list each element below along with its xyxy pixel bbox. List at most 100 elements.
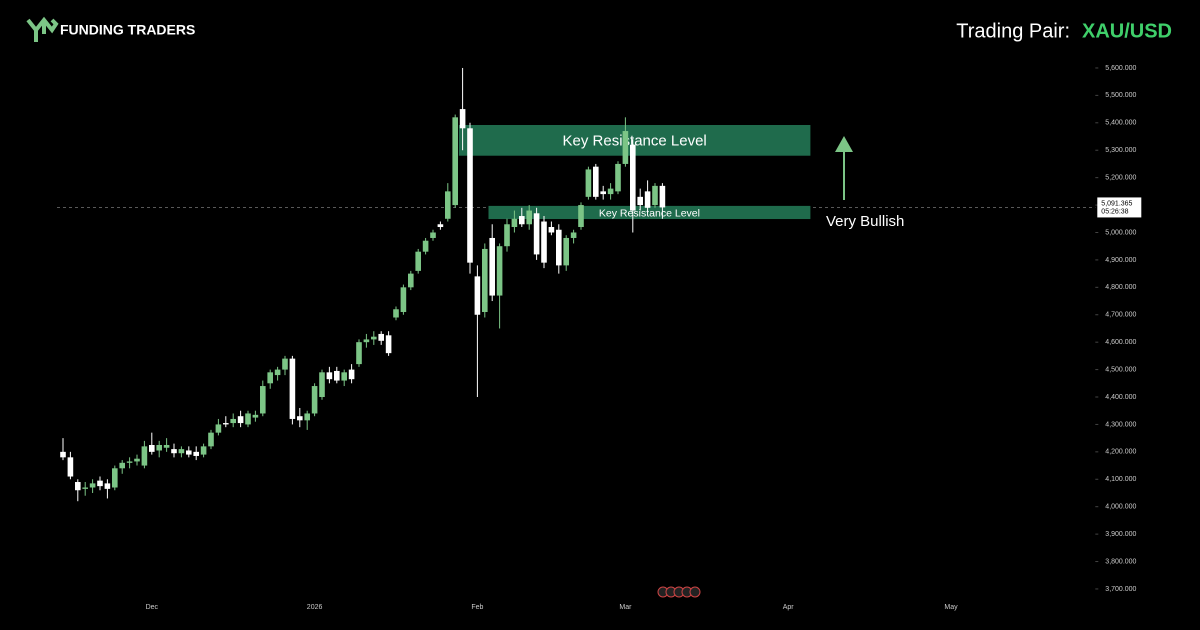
y-tick-label: 4,000.000 <box>1105 504 1136 511</box>
bullish-arrow <box>835 136 853 200</box>
zone-label: Key Resistance Level <box>563 132 707 149</box>
y-tick-label: 4,300.000 <box>1105 421 1136 428</box>
candle-body <box>519 216 525 225</box>
candle-body <box>585 169 592 197</box>
candle-body <box>171 449 177 454</box>
candle-body <box>245 413 251 425</box>
candle-body <box>186 450 192 455</box>
candle-body <box>134 458 140 462</box>
y-tick-label: 4,600.000 <box>1105 339 1136 346</box>
y-tick-label: 4,200.000 <box>1105 449 1136 456</box>
candle-body <box>200 446 207 455</box>
candle-body <box>104 483 111 489</box>
candle-body <box>637 196 643 206</box>
candle-body <box>274 369 281 376</box>
candle-body <box>119 462 125 469</box>
candle-body <box>630 144 636 211</box>
y-tick-label: 5,300.000 <box>1105 147 1136 154</box>
candle-body <box>304 413 310 421</box>
candle-body <box>260 386 266 414</box>
candle-body <box>422 240 429 252</box>
x-tick-label: 2026 <box>307 604 323 611</box>
candle-body <box>533 213 540 255</box>
candle-body <box>156 444 162 451</box>
candle-body <box>452 117 458 206</box>
candle-body <box>541 221 547 263</box>
zone-label: Key Resistance Level <box>599 207 700 219</box>
y-tick-label: 5,600.000 <box>1105 65 1136 72</box>
y-tick-label: 3,700.000 <box>1105 586 1136 593</box>
candle-body <box>178 449 185 454</box>
logo <box>26 16 59 42</box>
candle-body <box>570 232 577 238</box>
last-price-label: 5,091.365 <box>1101 200 1132 207</box>
y-tick-label: 3,900.000 <box>1105 531 1136 538</box>
candle-body <box>526 210 532 225</box>
candle-body <box>408 273 414 288</box>
candle-body <box>445 191 451 219</box>
candle-body <box>215 424 222 433</box>
candle-body <box>430 232 436 238</box>
candle-body <box>563 237 569 266</box>
y-tick-label: 4,500.000 <box>1105 366 1136 373</box>
candle-body <box>112 468 118 488</box>
candle-body <box>126 461 133 463</box>
candle-body <box>548 227 555 233</box>
candle-body <box>467 128 473 263</box>
candle-body <box>504 224 510 247</box>
candle-body <box>607 188 614 195</box>
y-tick-label: 5,000.000 <box>1105 229 1136 236</box>
brand: FUNDING TRADERS <box>60 22 195 38</box>
candle-body <box>600 191 606 195</box>
candle-body <box>97 480 103 487</box>
candle-body <box>659 185 666 208</box>
candle-body <box>311 386 318 414</box>
candle-body <box>474 276 481 315</box>
pair: XAU/USD <box>1082 20 1172 42</box>
candle-body <box>615 163 621 192</box>
candle-body <box>489 237 495 296</box>
resistance-zone <box>488 205 811 220</box>
x-tick-label: Feb <box>471 604 483 611</box>
candle-body <box>82 487 88 489</box>
candle-body <box>67 457 74 477</box>
y-tick-label: 5,400.000 <box>1105 120 1136 127</box>
candle-body <box>644 191 651 208</box>
candle-body <box>141 446 148 466</box>
candle-body <box>75 482 81 491</box>
pair-label: Trading Pair: <box>956 20 1070 42</box>
candle-body <box>319 372 325 398</box>
candle-body <box>252 414 259 418</box>
countdown: 05:26:38 <box>1101 208 1128 215</box>
candle-body <box>282 358 288 370</box>
candle-body <box>89 483 96 488</box>
candle-body <box>326 372 333 380</box>
candle-body <box>193 451 199 456</box>
candle-body <box>237 416 244 424</box>
candle-body <box>459 109 466 129</box>
y-tick-label: 4,400.000 <box>1105 394 1136 401</box>
candle-body <box>60 451 66 458</box>
candle-body <box>163 444 170 448</box>
event-icons <box>657 586 701 598</box>
candle-body <box>341 372 347 381</box>
candle-body <box>393 309 399 318</box>
candle-body <box>297 416 303 421</box>
candle-body <box>385 335 392 354</box>
candle-body <box>400 287 407 313</box>
candle-body <box>356 342 362 365</box>
y-tick-label: 3,800.000 <box>1105 558 1136 565</box>
annotation: Very Bullish <box>826 213 904 230</box>
candle-body <box>622 131 629 164</box>
candle-body <box>371 336 377 340</box>
x-tick-label: Mar <box>619 604 632 611</box>
y-tick-label: 5,200.000 <box>1105 174 1136 181</box>
candle-body <box>289 358 296 419</box>
candle-body <box>378 333 384 341</box>
last-price-box <box>1097 197 1142 218</box>
candle-body <box>334 370 340 381</box>
candle-body <box>348 369 355 380</box>
candle-body <box>437 224 444 228</box>
